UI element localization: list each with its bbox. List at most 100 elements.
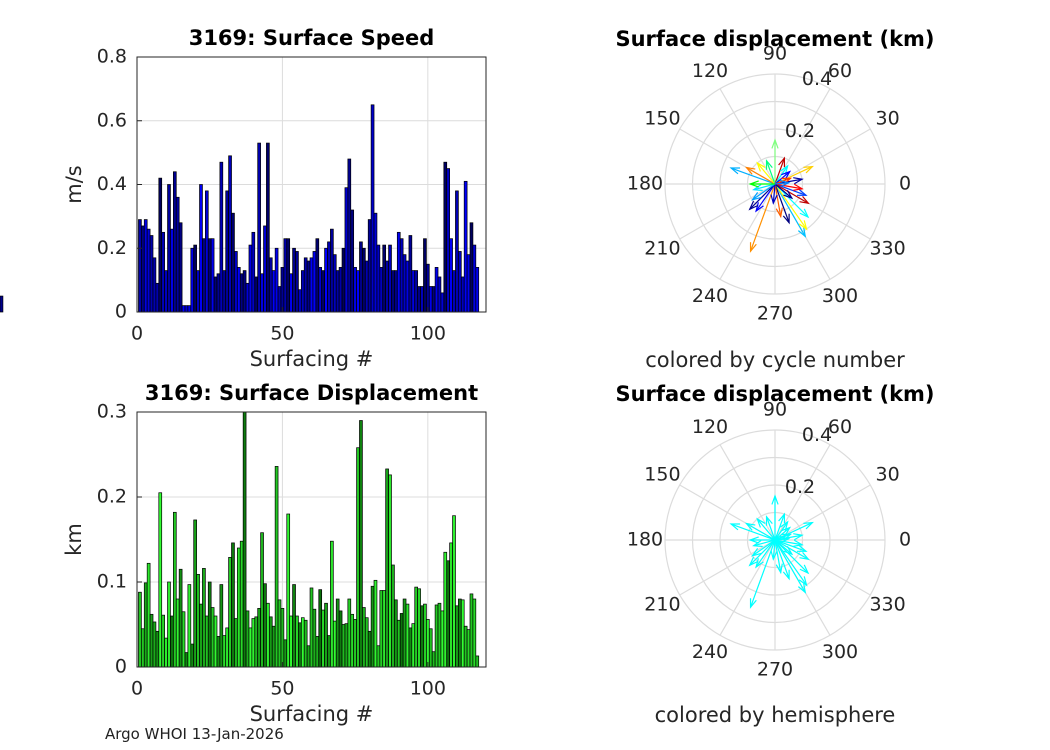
speed-bar — [280, 267, 285, 313]
speed-bar — [277, 286, 282, 313]
displacement-bar — [181, 611, 186, 668]
speed-bar — [178, 222, 183, 313]
polar-cycle-arrow-head — [798, 220, 808, 231]
polar-cycle-theta-label: 60 — [828, 60, 852, 82]
speed-bar — [330, 228, 334, 313]
polar-cycle-arrow — [774, 165, 789, 185]
polar-cycle-arrow — [746, 166, 776, 185]
displacement-bar — [426, 619, 430, 668]
displacement-bar — [248, 627, 253, 668]
speed-bar — [452, 270, 456, 313]
speed-ylabel: m/s — [62, 165, 86, 203]
polar-cycle-arrow — [774, 182, 789, 185]
speed-bar — [379, 267, 384, 313]
polar-hemisphere-arrow-head — [803, 521, 814, 530]
displacement-bar — [178, 568, 183, 668]
speed-bar — [161, 231, 165, 313]
speed-bar — [216, 273, 221, 313]
displacement-bar — [330, 540, 334, 668]
speed-bar — [382, 244, 387, 313]
displacement-bar — [382, 590, 387, 668]
polar-hemisphere-arrow-head — [779, 535, 791, 544]
speed-bar — [449, 238, 453, 313]
polar-hemisphere-theta-label: 150 — [644, 464, 680, 486]
speed-bar — [164, 270, 168, 313]
speed-bar — [231, 212, 235, 313]
polar-cycle-arrow-head — [803, 165, 814, 174]
displacement-bar — [335, 598, 340, 668]
displacement-bar — [434, 604, 439, 668]
polar-hemisphere-r-label: 0.2 — [785, 476, 815, 498]
polar-cycle-arrow-head — [770, 194, 778, 205]
speed-bar — [210, 238, 215, 313]
polar-cycle-arrow-head — [751, 192, 762, 201]
speed-bar — [338, 267, 343, 313]
polar-hemisphere-theta-label: 330 — [869, 594, 905, 616]
polar-cycle-caption: colored by cycle number — [645, 348, 905, 372]
speed-bar — [324, 247, 328, 313]
displacement-xlabel: Surfacing # — [250, 702, 374, 726]
displacement-bar — [460, 599, 465, 668]
speed-bar — [167, 184, 171, 313]
speed-bar — [204, 190, 209, 313]
displacement-bar — [428, 628, 433, 668]
speed-bar — [341, 247, 346, 313]
speed-bar — [344, 187, 349, 313]
speed-bar — [332, 254, 337, 313]
speed-bar — [458, 251, 462, 313]
displacement-xtick-label: 0 — [131, 678, 143, 700]
polar-hemisphere-arrow-head — [749, 598, 757, 609]
displacement-bar — [286, 513, 291, 668]
speed-bar — [362, 247, 366, 313]
polar-hemisphere-arrow — [774, 539, 807, 552]
polar-cycle-arrow — [774, 183, 809, 218]
polar-cycle-arrow-head — [779, 179, 791, 188]
speed-bar — [466, 254, 471, 313]
displacement-bar — [193, 519, 197, 668]
speed-bar — [446, 168, 450, 313]
displacement-ylabel: km — [62, 523, 86, 556]
speed-bar — [399, 238, 404, 313]
speed-bar — [271, 270, 276, 313]
polar-hemisphere-arrow-head — [782, 569, 790, 581]
speed-bar — [0, 295, 4, 313]
speed-bar — [199, 184, 203, 313]
displacement-bar — [196, 573, 200, 668]
displacement-bar — [204, 615, 209, 668]
displacement-bar — [327, 635, 331, 668]
displacement-bar — [300, 617, 305, 668]
polar-hemisphere-arrow — [756, 518, 776, 541]
displacement-bar — [463, 625, 468, 668]
polar-hemisphere-arrow-head — [778, 512, 786, 524]
polar-hemisphere-theta-label: 0 — [899, 529, 911, 551]
speed-bar — [426, 263, 430, 313]
displacement-bar — [338, 610, 343, 668]
speed-bar — [408, 235, 413, 313]
speed-bar — [472, 244, 477, 313]
speed-chart: 0 50 100 0 0.2 0.4 0.6 0.8 3169: Surface Speed Su… — [0, 26, 487, 371]
polar-hemisphere-arrow — [774, 539, 803, 546]
polar-cycle-arrow — [774, 183, 782, 217]
displacement-bar — [399, 613, 404, 668]
polar-hemisphere-arrow-head — [770, 550, 778, 561]
displacement-bar — [280, 607, 285, 668]
polar-cycle-arrow-head — [748, 200, 759, 211]
speed-ytick-label: 0.4 — [97, 173, 127, 195]
displacement-bar — [414, 586, 419, 668]
speed-bar — [263, 225, 267, 313]
displacement-bar — [353, 619, 357, 668]
polar-cycle-arrow-head — [797, 227, 807, 238]
polar-cycle-arrow — [774, 183, 790, 223]
polar-hemisphere-arrow-head — [748, 556, 759, 567]
displacement-bar — [303, 619, 308, 668]
speed-bar — [242, 270, 247, 313]
speed-bar — [411, 270, 416, 313]
speed-bar — [146, 228, 151, 313]
polar-hemisphere-arrow — [749, 539, 776, 608]
speed-bar — [225, 190, 229, 313]
polar-hemisphere-title: Surface displacement (km) — [615, 382, 934, 406]
polar-hemisphere-arrow-head — [783, 546, 794, 556]
speed-bar — [251, 231, 256, 313]
polar-cycle-theta-label: 270 — [757, 303, 793, 325]
